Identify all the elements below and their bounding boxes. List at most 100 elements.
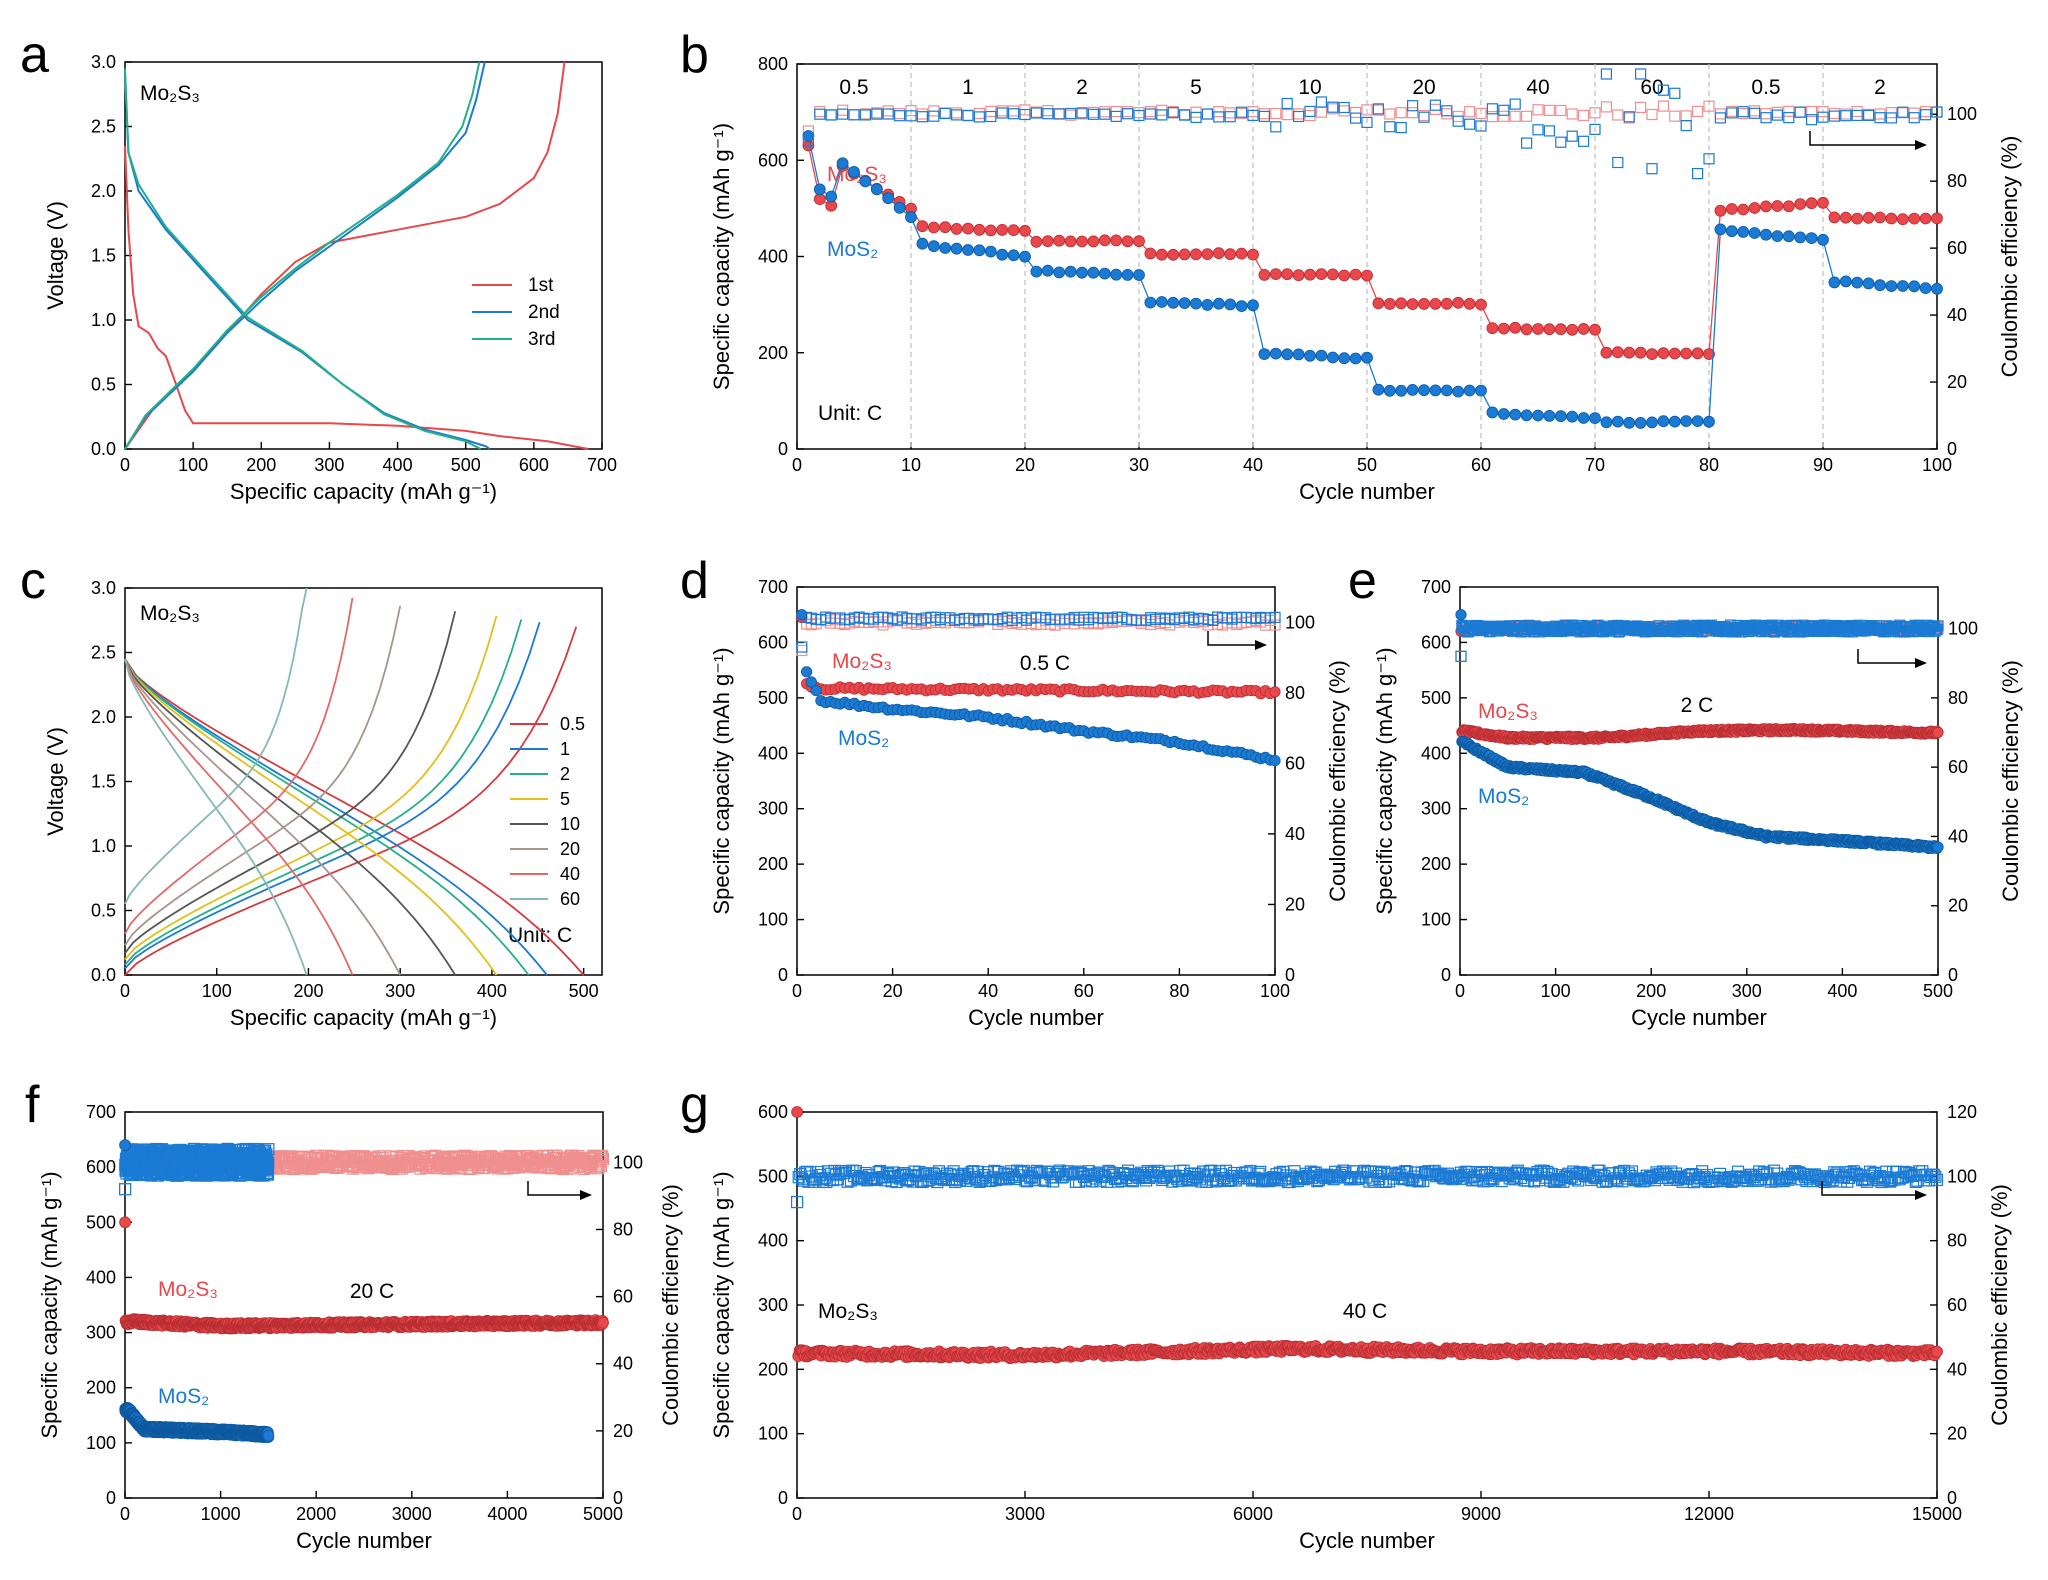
ce-point bbox=[1270, 107, 1282, 120]
axis-pointer-arrow bbox=[1207, 631, 1265, 646]
x-tick-label: 80 bbox=[1699, 455, 1719, 475]
y2-tick-label: 20 bbox=[1948, 896, 1968, 916]
legend-label: 40 bbox=[560, 864, 580, 884]
panel-d: 0 20 40 60 80 1000100200300400500600700020406… bbox=[680, 552, 1350, 1030]
legend-label: 3rd bbox=[528, 329, 555, 350]
capacity-point bbox=[1680, 347, 1693, 360]
x-tick-label: 100 bbox=[1541, 981, 1571, 1001]
capacity-point bbox=[1680, 415, 1693, 428]
capacity-point bbox=[1805, 197, 1818, 210]
x-tick-label: 60 bbox=[1471, 455, 1491, 475]
capacity-point bbox=[1098, 234, 1111, 247]
ce-point bbox=[1110, 110, 1122, 123]
capacity-point bbox=[1455, 609, 1467, 621]
charge-curve-10 bbox=[124, 611, 457, 954]
ce-point bbox=[1452, 115, 1464, 127]
x-tick-label: 20 bbox=[1015, 455, 1035, 475]
capacity-point bbox=[1691, 415, 1704, 428]
capacity-point bbox=[1839, 211, 1852, 224]
ce-point bbox=[796, 644, 808, 657]
ce-point bbox=[1748, 105, 1761, 117]
x-tick-label: 0 bbox=[792, 455, 802, 475]
capacity-point bbox=[1657, 415, 1670, 428]
y2-tick-label: 0 bbox=[1285, 965, 1295, 985]
series-label-mos2: MoS₂ bbox=[838, 727, 889, 750]
legend-label: 10 bbox=[560, 814, 580, 834]
legend-label: 1 bbox=[560, 739, 570, 759]
capacity-point bbox=[1748, 202, 1761, 214]
y-tick-label: 0.0 bbox=[91, 965, 116, 985]
ce-point bbox=[1657, 84, 1670, 96]
capacity-point bbox=[1201, 298, 1214, 311]
ce-point bbox=[1144, 106, 1157, 118]
ce-point bbox=[1292, 108, 1305, 120]
series-label-mos2: MoS₂ bbox=[827, 238, 878, 261]
capacity-point bbox=[1190, 297, 1202, 310]
ce-point bbox=[1703, 153, 1715, 165]
capacity-point bbox=[1509, 321, 1522, 334]
ce-point bbox=[928, 110, 940, 122]
y-tick-label: 1.5 bbox=[91, 246, 116, 266]
capacity-point bbox=[1372, 383, 1385, 396]
ce-point bbox=[1486, 103, 1499, 115]
capacity-point bbox=[1030, 265, 1043, 278]
capacity-point bbox=[1554, 410, 1567, 423]
capacity-point bbox=[1418, 297, 1430, 310]
y-tick-label: 300 bbox=[1421, 799, 1451, 819]
capacity-point bbox=[1497, 408, 1510, 420]
panel-e: 0 100 200 300 400 500010020030040050060070002… bbox=[1348, 552, 2023, 1030]
charge-curve-60 bbox=[124, 587, 308, 905]
capacity-point bbox=[1292, 348, 1305, 361]
x-tick-label: 80 bbox=[1169, 981, 1189, 1001]
ce-point bbox=[1931, 623, 1943, 636]
capacity-point bbox=[1315, 268, 1328, 281]
ce-point bbox=[1429, 99, 1442, 111]
ce-point bbox=[859, 109, 872, 121]
capacity-point bbox=[1668, 415, 1681, 428]
y-tick-label: 200 bbox=[1421, 854, 1451, 874]
y-tick-label: 300 bbox=[758, 799, 788, 819]
capacity-point bbox=[1566, 410, 1579, 423]
panel-c: 0 100 200 300 400 5000.00.51.01.52.02.53.0Spe… bbox=[20, 552, 603, 1030]
y2-axis-title: Coulombic efficiency (%) bbox=[1325, 660, 1350, 902]
capacity-point bbox=[870, 183, 883, 196]
capacity-point bbox=[1133, 235, 1145, 248]
capacity-line bbox=[807, 135, 1938, 424]
capacity-point bbox=[1543, 409, 1556, 422]
ce-point bbox=[1623, 111, 1635, 123]
capacity-point bbox=[916, 237, 929, 250]
ce-point bbox=[1349, 106, 1362, 119]
capacity-point bbox=[859, 175, 872, 188]
ce-point bbox=[848, 109, 860, 121]
discharge-curve-1 bbox=[124, 658, 548, 976]
x-tick-label: 200 bbox=[293, 981, 323, 1001]
ce-point bbox=[1532, 124, 1544, 136]
capacity-point bbox=[1395, 297, 1408, 310]
ce-point bbox=[1258, 110, 1271, 123]
ce-point bbox=[1771, 106, 1784, 119]
capacity-point bbox=[1007, 224, 1020, 237]
ce-point bbox=[1087, 108, 1100, 120]
capacity-point bbox=[1235, 247, 1248, 260]
rate-label: 2 bbox=[1076, 76, 1088, 99]
capacity-point bbox=[1076, 235, 1088, 248]
y2-tick-label: 100 bbox=[613, 1152, 643, 1172]
capacity-point bbox=[836, 157, 849, 170]
charge-curve-2nd bbox=[124, 61, 486, 450]
discharge-curve-3rd bbox=[124, 68, 482, 450]
capacity-point bbox=[1178, 248, 1191, 261]
capacity-point bbox=[927, 240, 940, 253]
capacity-point bbox=[1589, 412, 1601, 425]
ce-point bbox=[893, 110, 906, 122]
capacity-point bbox=[1828, 211, 1841, 224]
capacity-point bbox=[1634, 346, 1647, 359]
legend-label: 2nd bbox=[528, 302, 560, 323]
ce-point bbox=[1019, 108, 1031, 121]
capacity-point bbox=[1497, 322, 1510, 335]
ce-point bbox=[1805, 114, 1818, 126]
plot-frame bbox=[1459, 586, 1939, 976]
y-tick-label: 3.0 bbox=[91, 52, 116, 72]
capacity-point bbox=[1098, 267, 1111, 280]
panel-f: 0 1000 2000 3000 4000 50000100200300400500600… bbox=[25, 1076, 683, 1553]
capacity-point bbox=[1486, 322, 1499, 335]
